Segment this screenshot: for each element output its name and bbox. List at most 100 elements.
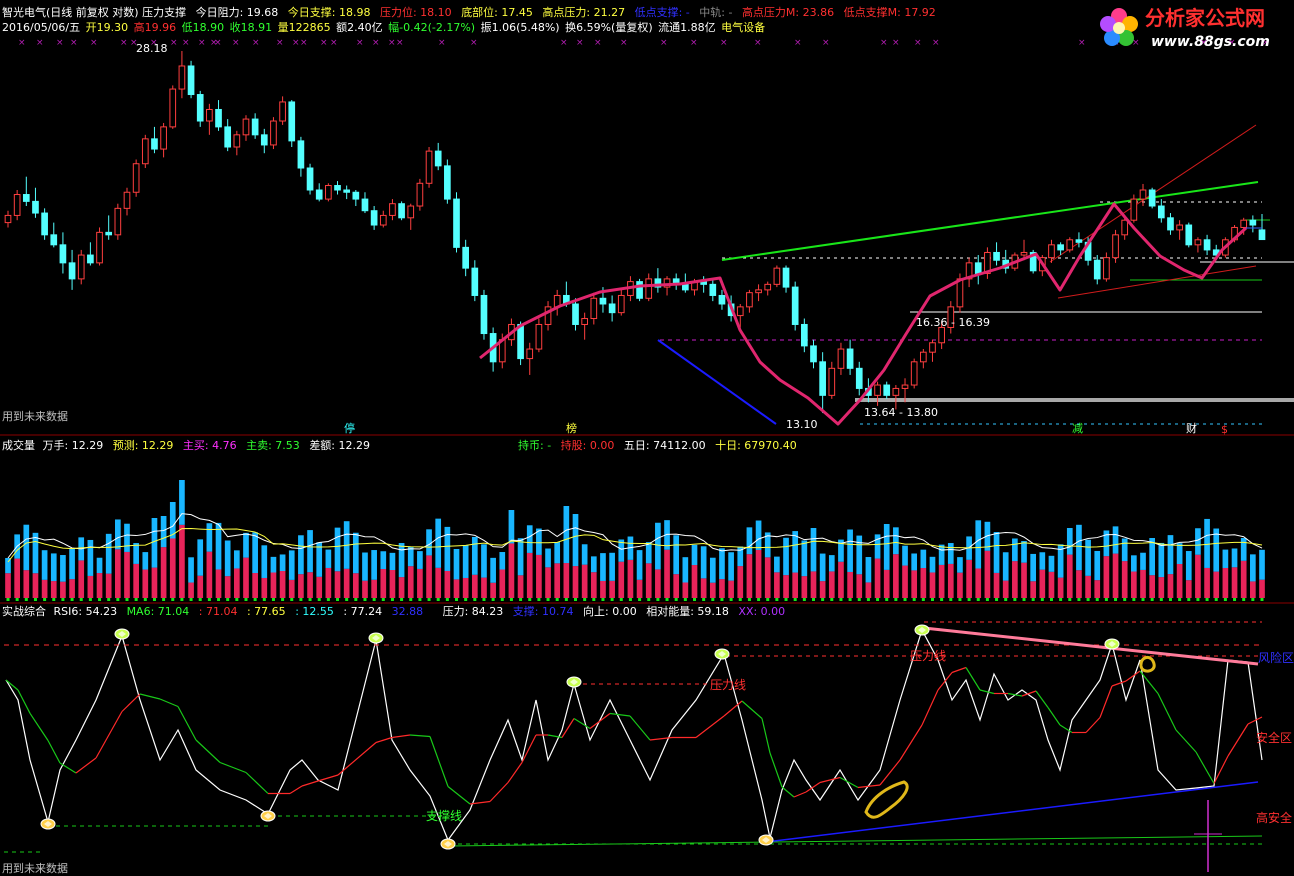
volume-bar-red	[407, 566, 414, 598]
candle-body	[160, 126, 167, 150]
volume-bar-red	[636, 579, 643, 598]
volume-bar-red	[188, 582, 194, 598]
volume-bar-red	[600, 580, 606, 598]
rsi-ma-segment	[1111, 680, 1127, 687]
volume-bar-blue	[801, 540, 808, 577]
volume-bar-red	[920, 568, 927, 598]
event-tag-finance: 财	[1186, 422, 1197, 435]
candle-body	[471, 267, 479, 296]
volume-bar-blue	[1112, 526, 1119, 554]
candle-body	[224, 126, 232, 148]
marker-x: ×	[252, 38, 260, 48]
volume-bar-blue	[536, 528, 542, 555]
volume-bar-red	[1012, 561, 1018, 598]
rsi-ma-segment	[1099, 685, 1113, 718]
volume-dot	[519, 598, 523, 601]
volume-dot	[509, 598, 513, 601]
volume-bar-red	[1250, 581, 1256, 598]
volume-bar-blue	[307, 530, 313, 573]
marker-x: ×	[576, 38, 584, 48]
volume-bar-red	[984, 550, 991, 598]
marker-x: ×	[170, 38, 178, 48]
rsi-rsi6: RSI6: 54.23	[53, 605, 118, 618]
volume-dot	[88, 598, 92, 601]
volume-bar-red	[545, 567, 551, 598]
volume-bar-red	[517, 575, 524, 598]
rsi-white-line	[5, 628, 1263, 842]
volume-dot	[848, 598, 852, 601]
volume-bar-blue	[847, 529, 853, 572]
volume-bar-blue	[1030, 553, 1037, 582]
volume-bar-blue	[169, 502, 176, 539]
volume-bar-red	[810, 571, 817, 598]
candle-body	[526, 348, 534, 360]
volume-bar-blue	[179, 480, 185, 525]
volume-dot	[235, 598, 239, 601]
event-tag-suspend: 停	[344, 422, 355, 435]
rsi-ma-segment	[301, 780, 319, 787]
rsi-ma-segment	[1021, 690, 1037, 697]
rsi-ma-segment	[1059, 724, 1073, 734]
volume-dot	[455, 598, 459, 601]
rsi-ma-segment	[317, 774, 339, 782]
quote-change: 幅-0.42(-2.17%)	[388, 21, 476, 34]
candle-body	[919, 351, 927, 363]
candle-body	[251, 118, 259, 136]
flower-logo-icon	[1100, 8, 1138, 46]
volume-bar-red	[252, 573, 258, 598]
rsi-ma-segment	[937, 672, 953, 691]
volume-bar-red	[261, 577, 268, 598]
volume-dot	[198, 598, 202, 601]
candle-body	[1157, 205, 1165, 219]
rsi-support: 支撑: 10.74	[512, 605, 574, 618]
volume-dot	[711, 598, 715, 601]
candle-body	[682, 283, 689, 291]
volume-bar-blue	[865, 557, 872, 583]
volume-bar-red	[60, 581, 66, 598]
marker-x: ×	[560, 38, 568, 48]
rsi-ma-segment	[409, 734, 431, 738]
low-price-label: 13.10	[786, 418, 818, 431]
volume-dot	[281, 598, 285, 601]
rsi-ma-segment	[1195, 751, 1215, 784]
volume-dot	[766, 598, 770, 601]
candle-body	[810, 345, 817, 363]
candle-body	[654, 278, 662, 288]
volume-bar-red	[325, 567, 332, 598]
volume-bar-red	[316, 576, 323, 598]
candle-body	[425, 150, 433, 184]
volume-bar-blue	[746, 527, 753, 555]
quote-row: 2016/05/06/五 开19.30 高19.96 低18.90 收18.91…	[2, 21, 771, 34]
volume-bar-red	[975, 568, 982, 598]
candle-body	[1048, 244, 1055, 259]
volume-bar-blue	[1021, 541, 1027, 563]
marker-x: ×	[120, 38, 128, 48]
rsi-value-2: : 77.65	[246, 605, 286, 618]
pivot-line	[479, 202, 1248, 426]
rsi-ma-segment	[879, 759, 901, 786]
volume-dot	[830, 598, 834, 601]
volume-dot	[1251, 598, 1255, 601]
volume-bar-red	[764, 557, 771, 598]
candle-body	[389, 203, 396, 216]
marker-x: ×	[356, 38, 364, 48]
candle-body	[1194, 239, 1202, 246]
volume-bar-red	[133, 563, 139, 598]
candle-body	[636, 281, 643, 299]
volume-dot	[802, 598, 806, 601]
volume-bar-red	[590, 572, 597, 598]
trough-diamond-icon	[44, 821, 52, 827]
volume-bar-red	[874, 558, 881, 598]
rsi-ma-segment	[1213, 755, 1229, 784]
volume-bar-red	[87, 575, 94, 598]
volume-bar-blue	[325, 549, 332, 568]
volume-dot	[1004, 598, 1008, 601]
volume-bar-blue	[124, 523, 130, 552]
logo-url: www.88gs.com	[1151, 34, 1270, 50]
volume-dot	[43, 598, 47, 601]
candle-body	[572, 303, 579, 325]
volume-bar-blue	[545, 548, 551, 568]
quote-amount: 额2.40亿	[336, 21, 383, 34]
volume-bar-red	[828, 571, 835, 598]
